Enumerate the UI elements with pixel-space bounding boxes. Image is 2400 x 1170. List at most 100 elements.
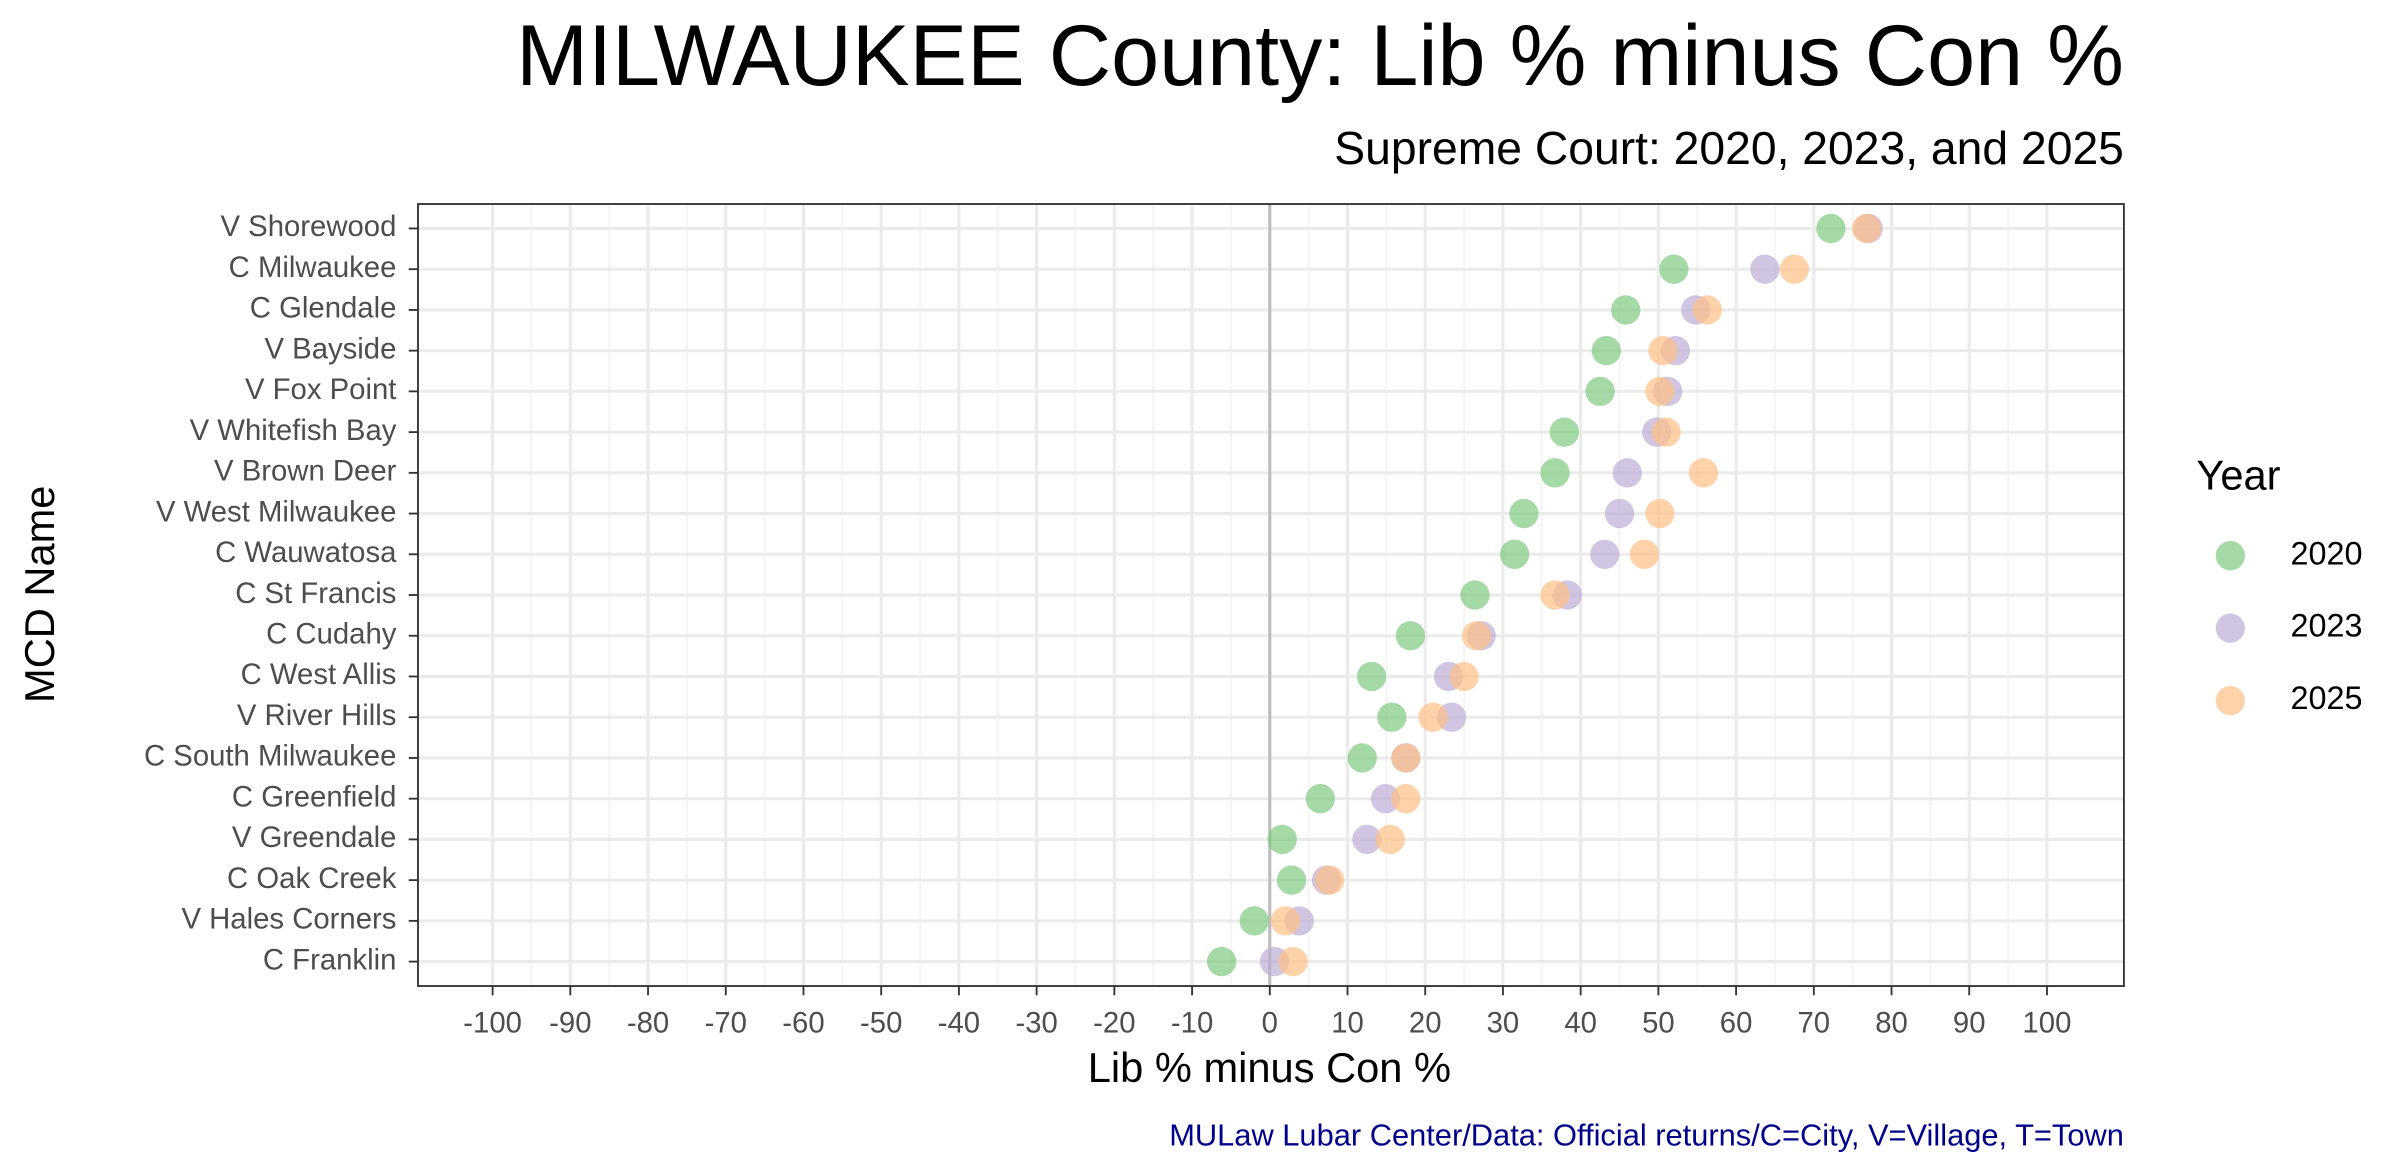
- y-tick-label: V Whitefish Bay: [190, 414, 397, 447]
- dot: [1659, 254, 1689, 284]
- dot: [1270, 906, 1300, 936]
- dot: [1278, 946, 1308, 977]
- x-tick-label: 50: [1642, 1006, 1675, 1039]
- dot: [1461, 621, 1492, 651]
- caption: MULaw Lubar Center/Data: Official return…: [1169, 1117, 2124, 1152]
- dot: [1239, 906, 1269, 936]
- x-tick-label: -40: [938, 1006, 980, 1039]
- dot: [1611, 295, 1641, 325]
- x-tick-label: -90: [549, 1006, 591, 1039]
- legend-key: [2215, 613, 2245, 643]
- y-tick-label: V Shorewood: [220, 210, 396, 243]
- dot: [1750, 254, 1780, 284]
- dot: [1391, 784, 1421, 814]
- y-tick-label: V River Hills: [237, 699, 397, 732]
- legend-label: 2023: [2290, 608, 2362, 644]
- dot: [1356, 661, 1387, 692]
- x-tick-label: 70: [1798, 1006, 1831, 1039]
- dot: [1651, 417, 1681, 447]
- dot: [1645, 498, 1675, 529]
- y-tick-label: C St Francis: [235, 577, 396, 610]
- dot: [1540, 580, 1570, 610]
- y-tick-label: C South Milwaukee: [144, 740, 396, 773]
- dot: [1395, 621, 1426, 651]
- dot: [1648, 335, 1678, 366]
- dot: [1629, 539, 1660, 569]
- dot: [1852, 213, 1882, 244]
- dot: [1540, 458, 1570, 488]
- dot: [1370, 784, 1401, 814]
- dot: [1377, 702, 1407, 732]
- dot: [1590, 539, 1620, 569]
- dot: [1449, 661, 1479, 692]
- dot: [1612, 458, 1642, 488]
- x-tick-label: -30: [1015, 1006, 1057, 1039]
- dot: [1549, 417, 1579, 447]
- dot: [1391, 743, 1421, 773]
- dot: [1585, 376, 1615, 407]
- dot: [1688, 458, 1719, 488]
- y-tick-label: V West Milwaukee: [156, 495, 396, 528]
- x-tick-label: 80: [1875, 1006, 1908, 1039]
- y-tick-label: V Fox Point: [245, 373, 396, 406]
- dot: [1267, 824, 1297, 855]
- dot: [1347, 743, 1377, 773]
- x-tick-label: 30: [1487, 1006, 1520, 1039]
- chart-subtitle: Supreme Court: 2020, 2023, and 2025: [1334, 122, 2124, 174]
- dot: [1460, 580, 1490, 610]
- x-tick-label: -80: [627, 1006, 669, 1039]
- x-tick-label: -100: [463, 1006, 522, 1039]
- dot: [1692, 295, 1722, 325]
- dot: [1276, 865, 1307, 895]
- chart-title: MILWAUKEE County: Lib % minus Con %: [516, 8, 2124, 104]
- x-tick-label: -70: [705, 1006, 747, 1039]
- dot: [1816, 213, 1846, 244]
- dot: [1779, 254, 1810, 284]
- dot: [1509, 498, 1539, 529]
- legend-key: [2215, 541, 2245, 571]
- y-tick-label: C Cudahy: [266, 617, 397, 650]
- x-tick-label: 40: [1564, 1006, 1597, 1039]
- dot: [1499, 539, 1530, 569]
- legend-key: [2215, 686, 2245, 716]
- x-tick-label: -60: [782, 1006, 824, 1039]
- y-tick-label: C West Allis: [241, 658, 397, 691]
- y-tick-label: C Oak Creek: [227, 862, 397, 895]
- y-tick-label: V Bayside: [264, 332, 396, 365]
- x-tick-label: 60: [1720, 1006, 1753, 1039]
- x-tick-label: 20: [1409, 1006, 1442, 1039]
- x-tick-label: 100: [2023, 1006, 2072, 1039]
- y-tick-label: C Franklin: [263, 943, 397, 976]
- dot: [1352, 824, 1382, 855]
- legend-label: 2025: [2290, 680, 2362, 716]
- y-tick-label: C Glendale: [250, 292, 397, 325]
- x-tick-label: -50: [860, 1006, 902, 1039]
- panel-border: [417, 203, 2125, 987]
- dot: [1645, 376, 1675, 407]
- x-tick-label: -10: [1171, 1006, 1213, 1039]
- y-tick-label: V Greendale: [232, 821, 396, 854]
- y-tick-label: V Hales Corners: [181, 903, 396, 936]
- dot: [1206, 946, 1237, 977]
- legend-title: Year: [2196, 452, 2280, 499]
- x-tick-label: -20: [1093, 1006, 1135, 1039]
- x-tick-label: 0: [1262, 1006, 1278, 1039]
- legend-label: 2020: [2290, 535, 2362, 571]
- dot: [1418, 702, 1448, 732]
- dot: [1305, 784, 1335, 814]
- y-axis-label: MCD Name: [16, 486, 63, 703]
- y-tick-label: C Wauwatosa: [215, 536, 397, 569]
- dot: [1314, 865, 1345, 895]
- x-tick-label: 90: [1953, 1006, 1986, 1039]
- y-tick-label: C Greenfield: [232, 780, 396, 813]
- dot: [1591, 335, 1621, 366]
- y-tick-label: V Brown Deer: [214, 455, 397, 488]
- x-tick-label: 10: [1331, 1006, 1364, 1039]
- x-axis-label: Lib % minus Con %: [1088, 1044, 1451, 1091]
- dot: [1375, 824, 1405, 855]
- y-tick-label: C Milwaukee: [229, 251, 397, 284]
- dot: [1604, 498, 1635, 529]
